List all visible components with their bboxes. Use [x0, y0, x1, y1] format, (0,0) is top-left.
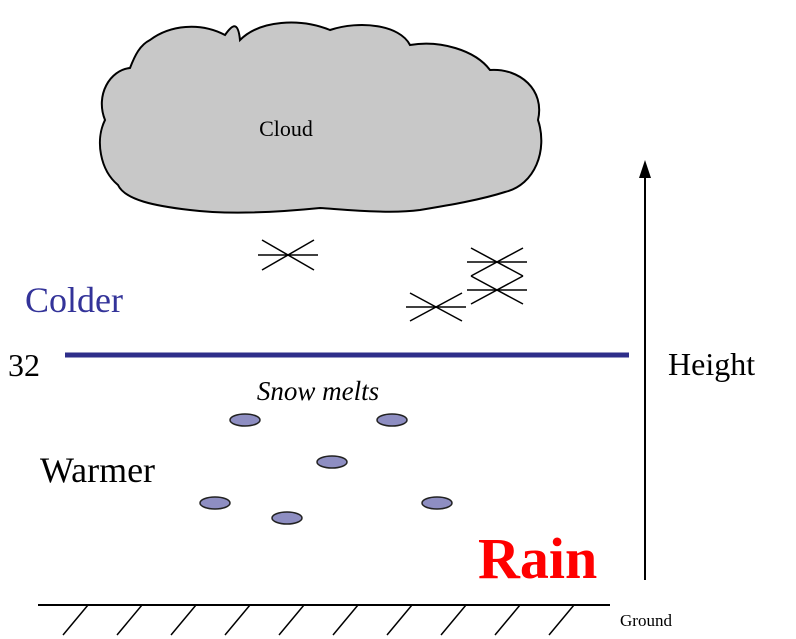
warmer-label: Warmer: [40, 450, 155, 490]
ground-label: Ground: [620, 611, 672, 630]
snowflake: [467, 275, 527, 305]
snowflake: [258, 239, 318, 271]
raindrop: [316, 455, 348, 469]
raindrop: [421, 496, 453, 510]
arrow-head: [639, 160, 651, 178]
rain-label: Rain: [478, 526, 597, 591]
cloud-label: Cloud: [259, 116, 313, 141]
raindrops: [199, 413, 453, 525]
ground-hatch: [62, 604, 575, 636]
snowflakes: [258, 239, 527, 322]
freezing-label: 32: [8, 347, 40, 383]
colder-label: Colder: [25, 280, 123, 320]
cloud: [98, 21, 543, 214]
snowflake: [406, 292, 466, 322]
raindrop: [376, 413, 408, 427]
raindrop: [271, 511, 303, 525]
snowflake: [467, 247, 527, 277]
height-label: Height: [668, 346, 755, 382]
snow-melts-label: Snow melts: [257, 376, 379, 406]
raindrop: [229, 413, 261, 427]
raindrop: [199, 496, 231, 510]
